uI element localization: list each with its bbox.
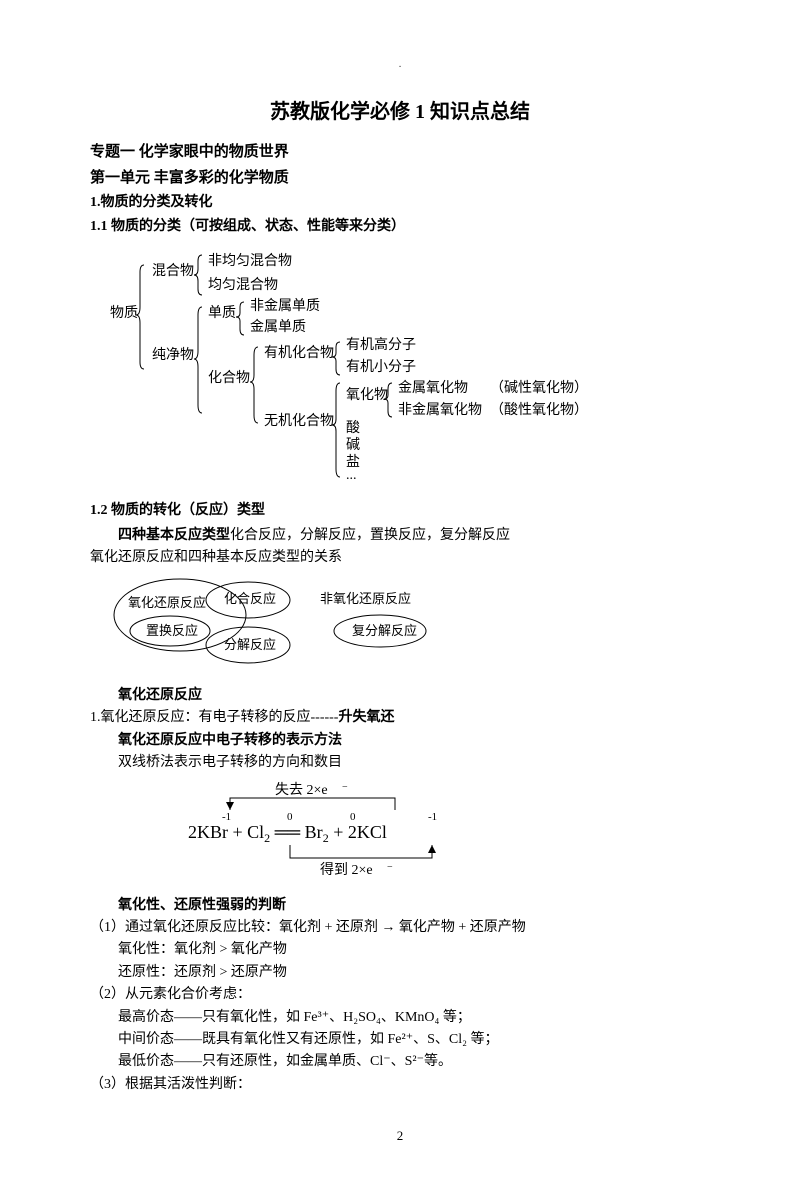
tree-org1: 有机高分子: [346, 336, 416, 353]
tree-pure1a: 非金属单质: [250, 298, 320, 314]
redox-heading: 氧化还原反应: [118, 685, 710, 707]
equation-bridge: 失去 2×e − -1 0 0 -1 2KBr + Cl2 ══ Br2 + 2…: [170, 780, 710, 888]
tree-mix1: 非均匀混合物: [208, 253, 292, 269]
unit-heading: 第一单元 丰富多彩的化学物质: [90, 166, 710, 190]
tree-ox2note: （酸性氧化物）: [490, 402, 588, 418]
page-title: 苏教版化学必修 1 知识点总结: [90, 96, 710, 128]
four-types-line: 四种基本反应类型化合反应，分解反应，置换反应，复分解反应: [118, 525, 710, 547]
tree-ox: 氧化物: [346, 387, 388, 403]
transfer-heading: 氧化还原反应中电子转移的表示方法: [118, 730, 710, 752]
eq-gain: 得到 2×e: [320, 861, 373, 878]
tree-more: ...: [346, 468, 357, 482]
tree-base: 碱: [346, 437, 360, 453]
section-1-1: 1.1 物质的分类（可按组成、状态、性能等来分类）: [90, 216, 710, 238]
four-types-label: 四种基本反应类型: [118, 528, 230, 543]
tree-pure: 纯净物: [152, 347, 194, 363]
tree-ox2: 非金属氧化物: [398, 402, 482, 418]
judge-1b: 还原性：还原剂 > 还原产物: [118, 962, 710, 984]
tree-ox1note: （碱性氧化物）: [490, 380, 588, 396]
tree-pure1: 单质: [208, 305, 236, 321]
tree-ox1: 金属氧化物: [398, 380, 468, 396]
tree-acid: 酸: [346, 420, 360, 436]
tree-org: 有机化合物: [264, 345, 334, 361]
venn-e: 分解反应: [224, 637, 276, 652]
judge-2c: 最低价态——只有还原性，如金属单质、Cl⁻、S²⁻等。: [118, 1051, 710, 1073]
redox-def-text: 1.氧化还原反应：有电子转移的反应------: [90, 710, 338, 725]
classification-tree: 物质 混合物 非均匀混合物 均匀混合物 纯净物 单质 非金属单质 金属单质 化合…: [110, 247, 710, 490]
venn-f: 复分解反应: [352, 623, 417, 638]
page-number: 2: [90, 1126, 710, 1147]
section-1-2: 1.2 物质的转化（反应）类型: [90, 500, 710, 522]
tree-mix: 混合物: [152, 263, 194, 279]
venn-c: 非氧化还原反应: [320, 591, 411, 606]
redox-relation: 氧化还原反应和四种基本反应类型的关系: [90, 547, 710, 569]
tree-inorg: 无机化合物: [264, 413, 334, 429]
tree-root: 物质: [110, 305, 138, 321]
tree-pure2: 化合物: [208, 370, 250, 386]
tree-mix2: 均匀混合物: [208, 277, 278, 293]
four-types-text: 化合反应，分解反应，置换反应，复分解反应: [230, 528, 510, 543]
judge-1: （1）通过氧化还原反应比较：氧化剂 + 还原剂 → 氧化产物 + 还原产物: [90, 917, 710, 939]
redox-def-bold: 升失氧还: [338, 710, 394, 725]
judge-1a: 氧化性：氧化剂 > 氧化产物: [118, 939, 710, 961]
judge-2b: 中间价态——既具有氧化性又有还原性，如 Fe²⁺、S、Cl₂ 等；: [118, 1029, 710, 1051]
eq-lose: 失去 2×e: [275, 782, 328, 798]
judge-heading: 氧化性、还原性强弱的判断: [118, 895, 710, 917]
topic-heading: 专题一 化学家眼中的物质世界: [90, 140, 710, 164]
eq-text: 2KBr + Cl2 ══ Br2 + 2KCl: [188, 822, 387, 845]
venn-d: 置换反应: [146, 623, 198, 638]
judge-2: （2）从元素化合价考虑：: [90, 984, 710, 1006]
svg-text:−: −: [342, 782, 348, 793]
judge-3: （3）根据其活泼性判断：: [90, 1074, 710, 1096]
section-1: 1.物质的分类及转化: [90, 192, 710, 214]
svg-text:−: −: [387, 862, 393, 873]
venn-a: 氧化还原反应: [128, 595, 206, 610]
venn-b: 化合反应: [224, 591, 276, 606]
tree-pure1b: 金属单质: [250, 319, 306, 335]
judge-2a: 最高价态——只有氧化性，如 Fe³⁺、H₂SO₄、KMnO₄ 等；: [118, 1007, 710, 1029]
tree-org2: 有机小分子: [346, 359, 416, 375]
bridge-method: 双线桥法表示电子转移的方向和数目: [118, 752, 710, 774]
top-dot: ·: [90, 60, 710, 76]
eq-ox-4: -1: [428, 811, 437, 823]
venn-diagram: 氧化还原反应 化合反应 非氧化还原反应 置换反应 分解反应 复分解反应: [110, 575, 710, 678]
redox-def: 1.氧化还原反应：有电子转移的反应------升失氧还: [90, 707, 710, 729]
